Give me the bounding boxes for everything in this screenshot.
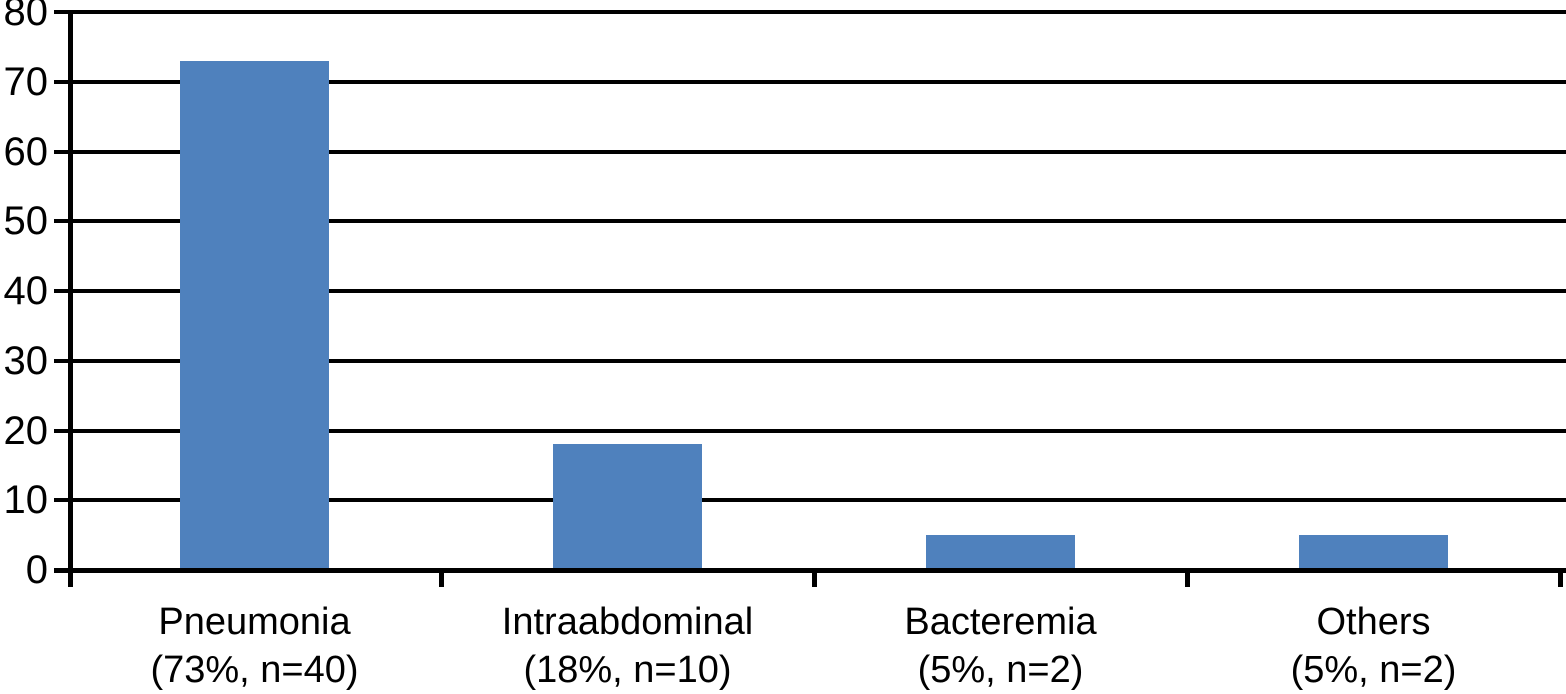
category-label-pneumonia: Pneumonia (73%, n=40) [68,598,441,694]
gridline [54,289,1566,293]
y-tick-label: 30 [3,338,49,383]
gridline [54,498,1566,503]
category-stats: (5%, n=2) [1290,649,1457,691]
category-label-bacteremia: Bacteremia (5%, n=2) [814,598,1187,694]
gridline [54,79,1566,84]
category-name: Intraabdominal [501,601,754,643]
category-name: Bacteremia [904,601,1097,643]
y-tick-label: 20 [3,408,49,453]
x-axis-tick [1557,570,1563,587]
gridline [54,358,1566,363]
x-axis-tick [1184,570,1190,587]
bar-others [1299,535,1448,570]
y-tick-label: 10 [3,478,49,523]
category-name: Pneumonia [158,601,351,643]
y-tick-label: 50 [3,199,49,244]
gridline [54,219,1566,224]
gridline [54,149,1566,154]
y-tick-label: 80 [3,0,49,34]
category-label-others: Others (5%, n=2) [1187,598,1560,694]
y-tick-label: 0 [25,548,48,592]
gridline [54,10,1566,14]
category-name: Others [1316,601,1431,643]
category-label-intraabdominal: Intraabdominal (18%, n=10) [441,598,814,694]
category-stats: (5%, n=2) [917,649,1084,691]
bar-bacteremia [926,535,1075,570]
gridline [54,428,1566,433]
bar-pneumonia [180,60,329,570]
y-tick-label: 40 [3,269,49,313]
x-axis-tick [811,570,817,587]
category-stats: (73%, n=40) [150,649,359,691]
x-axis-tick [438,570,444,587]
y-tick-label: 70 [3,59,49,104]
y-tick-label: 60 [3,129,49,174]
x-axis-line [54,567,1566,573]
y-axis-line [68,10,73,587]
bar-intraabdominal [553,444,702,570]
category-stats: (18%, n=10) [523,649,732,691]
